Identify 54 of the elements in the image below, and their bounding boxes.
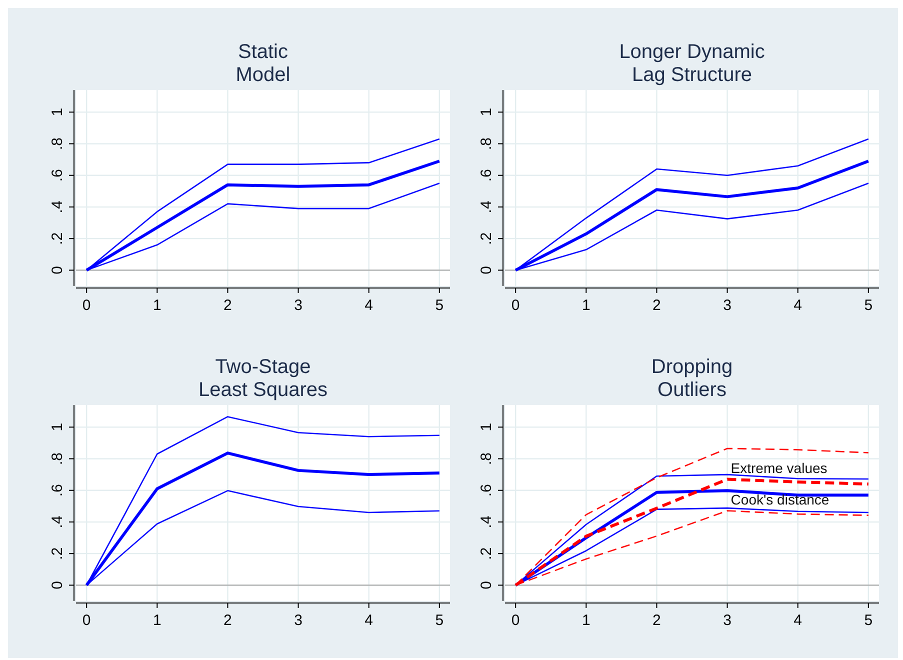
y-tick-label: .8 (49, 452, 66, 465)
y-tick-label: 1 (49, 108, 66, 116)
x-tick-label: 1 (582, 297, 590, 314)
x-tick-label: 2 (224, 297, 232, 314)
chart-title: Static Model (236, 41, 290, 86)
x-tick-label: 3 (723, 612, 732, 629)
x-tick-label: 5 (435, 612, 444, 629)
x-tick-label: 0 (82, 297, 91, 314)
y-tick-label: .4 (478, 516, 495, 528)
annotation: Extreme values (730, 460, 828, 476)
x-tick-label: 5 (864, 612, 873, 629)
x-tick-label: 2 (652, 297, 661, 314)
x-tick-label: 3 (723, 297, 732, 314)
y-tick-label: .6 (478, 484, 495, 497)
x-tick-label: 1 (152, 297, 162, 314)
y-tick-label: .8 (478, 137, 495, 150)
x-tick-label: 3 (294, 612, 302, 629)
y-tick-label: .2 (49, 547, 66, 560)
x-tick-label: 0 (511, 297, 520, 314)
x-tick-label: 0 (82, 612, 91, 629)
y-tick-label: 0 (49, 266, 66, 274)
x-tick-label: 4 (364, 612, 374, 629)
y-tick-label: .8 (49, 137, 66, 150)
y-tick-label: .6 (478, 169, 495, 182)
x-tick-label: 5 (864, 297, 873, 314)
y-tick-label: 0 (49, 581, 66, 590)
x-tick-label: 4 (794, 297, 802, 314)
x-tick-label: 3 (294, 297, 302, 314)
y-tick-label: .2 (478, 232, 495, 245)
y-tick-label: .8 (478, 452, 495, 465)
x-tick-label: 1 (582, 612, 590, 629)
chart-title: Dropping Outliers (651, 356, 733, 401)
chart-title: Longer Dynamic Lag Structure (619, 41, 765, 86)
y-tick-label: .6 (49, 484, 66, 497)
y-tick-label: 0 (478, 266, 495, 274)
x-tick-label: 1 (152, 612, 162, 629)
y-tick-label: 1 (478, 108, 495, 116)
y-tick-label: .2 (49, 232, 66, 245)
y-tick-label: 1 (478, 422, 495, 432)
x-tick-label: 5 (435, 297, 444, 314)
y-tick-label: .4 (49, 200, 66, 214)
x-tick-label: 4 (794, 612, 802, 629)
x-tick-label: 4 (364, 297, 374, 314)
annotation: Cook's distance (730, 492, 830, 508)
chart-title: Two-Stage Least Squares (198, 356, 328, 401)
y-tick-label: .4 (478, 200, 495, 214)
y-tick-label: 0 (478, 581, 495, 590)
x-tick-label: 0 (511, 612, 520, 629)
y-tick-label: .4 (49, 516, 66, 528)
y-tick-label: .2 (478, 547, 495, 560)
x-tick-label: 2 (224, 612, 232, 629)
y-tick-label: 1 (49, 422, 66, 432)
y-tick-label: .6 (49, 169, 66, 182)
x-tick-label: 2 (652, 612, 661, 629)
